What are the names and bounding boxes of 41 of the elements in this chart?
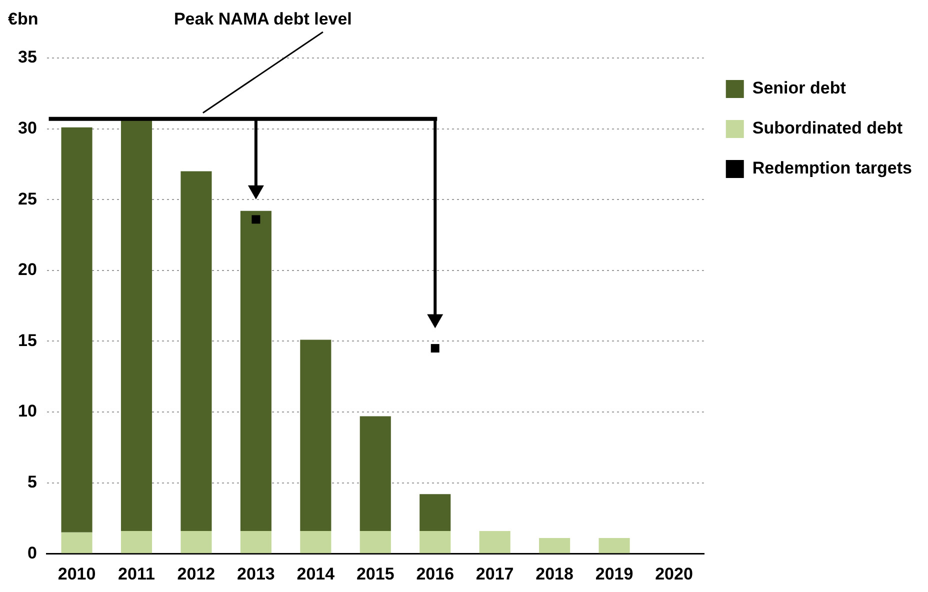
bar [360,416,391,531]
x-tick-label: 2020 [655,564,693,584]
legend-label: Subordinated debt [752,118,903,138]
x-tick-label: 2015 [356,564,394,584]
bar [300,340,332,531]
bar [180,171,212,531]
bar [479,530,510,554]
x-tick-label: 2011 [118,564,155,584]
legend-label: Senior debt [752,78,846,98]
y-tick-label: 35 [18,48,37,67]
y-axis-title: €bn [8,10,38,29]
x-tick-label: 2016 [416,564,454,584]
bar [539,538,570,554]
bar [598,538,630,554]
legend-label: Redemption targets [752,158,912,178]
bar [420,494,451,531]
bar [240,210,272,531]
bar [300,530,332,554]
y-tick-label: 0 [27,543,37,562]
bar [61,532,92,554]
y-tick-label: 30 [18,118,37,138]
bar [360,530,391,554]
ref-line-label: Peak NAMA debt level [174,10,352,29]
y-tick-label: 15 [18,330,37,350]
bar [120,530,152,554]
y-tick-label: 20 [18,260,37,280]
y-tick-label: 25 [18,189,37,208]
bar [120,120,152,531]
bar [240,530,272,554]
x-tick-label: 2012 [177,564,216,584]
bar [61,127,92,532]
x-tick-label: 2019 [595,564,634,584]
x-tick-label: 2014 [296,564,336,584]
y-tick-label: 5 [27,472,37,492]
bar [420,530,451,554]
x-tick-label: 2017 [476,564,514,584]
x-tick-label: 2018 [536,564,574,584]
bar [180,530,212,554]
y-tick-label: 10 [18,402,37,421]
x-tick-label: 2013 [237,564,275,584]
x-tick-label: 2010 [58,564,96,584]
